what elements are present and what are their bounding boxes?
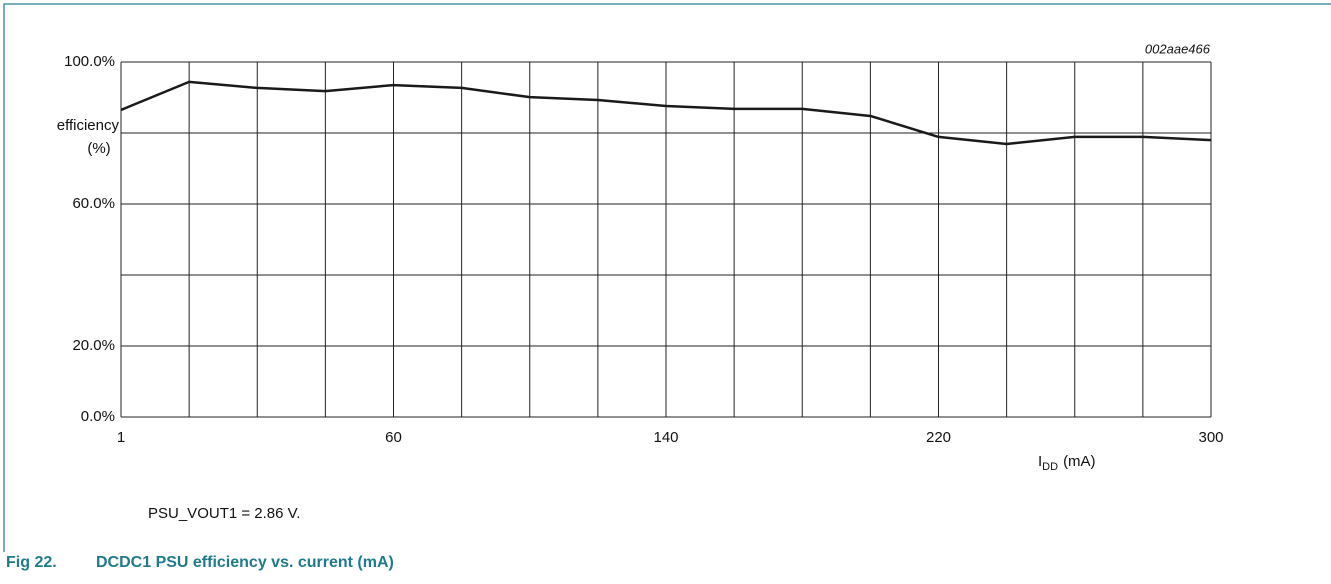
figure-code: 002aae466 bbox=[1145, 41, 1211, 56]
figure-frame bbox=[3, 3, 1331, 552]
y-tick-label: 100.0% bbox=[64, 53, 115, 70]
y-axis-label: (%) bbox=[87, 140, 110, 157]
x-axis-label-sub: DD bbox=[1042, 461, 1058, 473]
x-tick-label: 220 bbox=[926, 429, 951, 446]
x-axis-label: IDD (mA) bbox=[1038, 453, 1096, 473]
y-tick-label: 20.0% bbox=[72, 337, 115, 354]
note: PSU_VOUT1 = 2.86 V. bbox=[148, 505, 300, 522]
y-tick-label: 60.0% bbox=[72, 195, 115, 212]
y-axis-label: efficiency bbox=[57, 117, 120, 134]
y-tick-label: 0.0% bbox=[81, 408, 115, 425]
figure-caption: DCDC1 PSU efficiency vs. current (mA) bbox=[96, 554, 394, 571]
x-axis-label-unit: (mA) bbox=[1063, 453, 1096, 470]
x-tick-label: 1 bbox=[117, 429, 125, 446]
data-line bbox=[120, 80, 1212, 146]
x-tick-label: 60 bbox=[385, 429, 402, 446]
x-tick-label: 300 bbox=[1198, 429, 1223, 446]
figure-number: Fig 22. bbox=[6, 554, 57, 571]
x-tick-label: 140 bbox=[653, 429, 678, 446]
x-axis-label-main: I bbox=[1038, 453, 1042, 470]
